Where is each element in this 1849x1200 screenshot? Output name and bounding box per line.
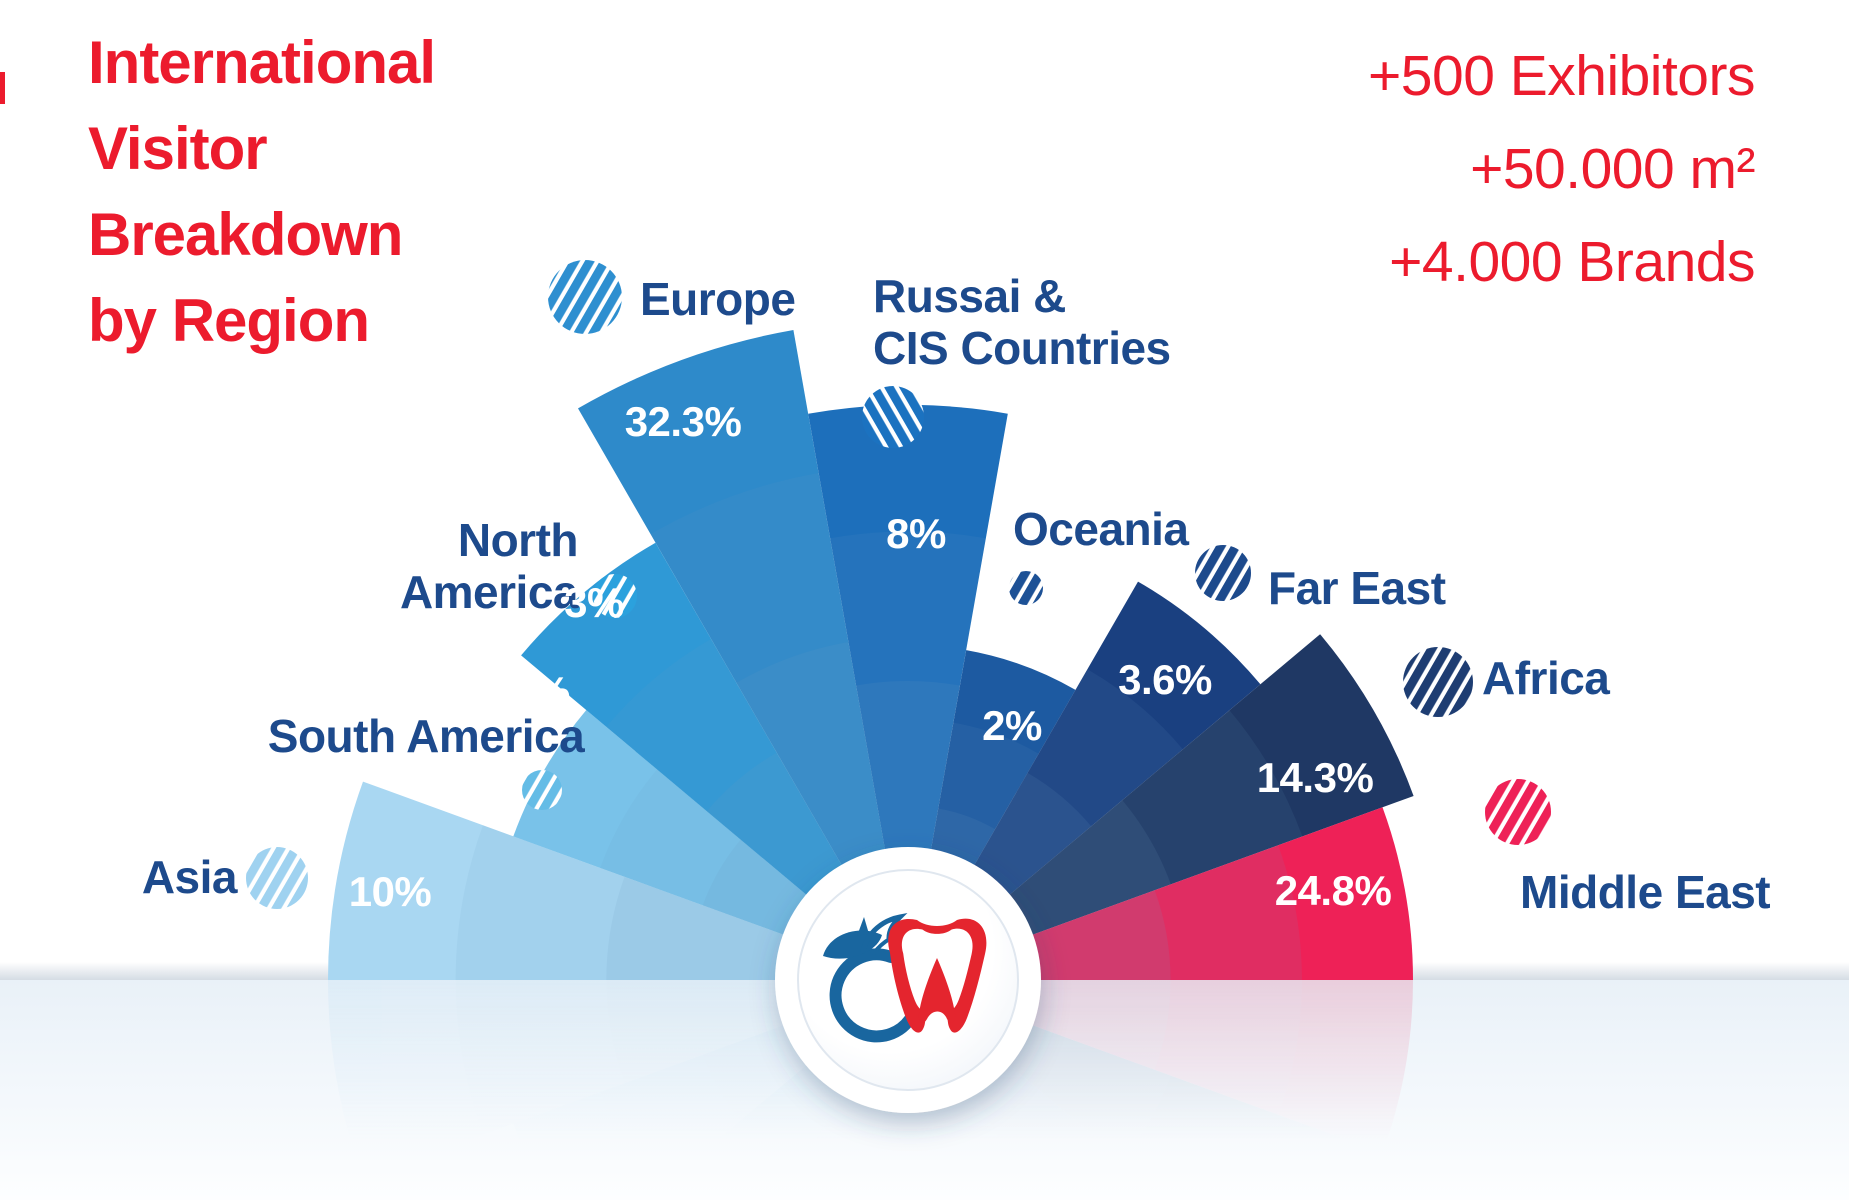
europe-hatch-dot-icon	[548, 260, 622, 334]
title-line: International	[88, 29, 436, 96]
percent-label-south-america: 2%	[510, 668, 570, 715]
percent-label-far-east: 3.6%	[1118, 656, 1212, 703]
title-line: Visitor	[88, 115, 268, 182]
percent-label-oceania: 2%	[982, 702, 1042, 749]
south-america-hatch-dot-icon	[522, 770, 562, 810]
region-label-middle-east: Middle East	[1520, 866, 1770, 918]
wedge-africa	[908, 980, 1414, 1200]
percent-label-africa: 14.3%	[1257, 754, 1374, 801]
wedge-russai-cis-countries	[808, 404, 1008, 980]
asia-hatch-dot-icon	[246, 847, 308, 909]
wedge-asia	[328, 980, 908, 1179]
edge-red-artifact	[0, 72, 5, 104]
stat-area: +50.000 m²	[1470, 137, 1755, 201]
percent-label-europe: 32.3%	[625, 398, 742, 445]
africa-hatch-dot-icon	[1403, 647, 1473, 717]
region-label-far-east: Far East	[1268, 562, 1446, 614]
tooth-center-root	[918, 958, 956, 1023]
title-line: Breakdown	[88, 201, 403, 268]
apple-body	[829, 948, 918, 1043]
hatched-dots	[246, 260, 1551, 909]
region-label-russai-cis-countries: Russai & CIS Countries	[873, 270, 1171, 374]
percent-label-middle-east: 24.8%	[1275, 867, 1392, 914]
center-disc	[775, 847, 1041, 1113]
region-label-north-america: North America	[400, 514, 579, 618]
page-title: International Visitor Breakdown by Regio…	[88, 20, 436, 364]
percent-label-north-america: 3%	[564, 579, 624, 626]
stat-brands: +4.000 Brands	[1389, 230, 1755, 294]
wedge-middle-east	[908, 980, 1413, 1153]
key-figures: +500 Exhibitors +50.000 m² +4.000 Brands	[1368, 30, 1756, 309]
region-label-asia: Asia	[142, 851, 238, 903]
russai-cis-countries-hatch-dot-icon	[862, 386, 924, 448]
far-east-hatch-dot-icon	[1195, 545, 1251, 601]
percent-label-russai-cis-countries: 8%	[886, 510, 946, 557]
middle-east-hatch-dot-icon	[1485, 779, 1551, 845]
fan-wedges	[328, 330, 1414, 980]
region-label-africa: Africa	[1482, 652, 1610, 704]
apple-spike	[857, 917, 869, 936]
percent-label-asia: 10%	[349, 868, 432, 915]
region-label-south-america: South America	[268, 710, 585, 762]
oceania-hatch-dot-icon	[1009, 571, 1043, 605]
title-line: by Region	[88, 287, 370, 354]
region-label-oceania: Oceania	[1013, 503, 1189, 555]
apple-tooth-logo	[823, 913, 987, 1043]
region-label-europe: Europe	[640, 273, 795, 325]
stat-exhibitors: +500 Exhibitors	[1368, 44, 1756, 108]
north-america-hatch-dot-icon	[593, 574, 637, 618]
